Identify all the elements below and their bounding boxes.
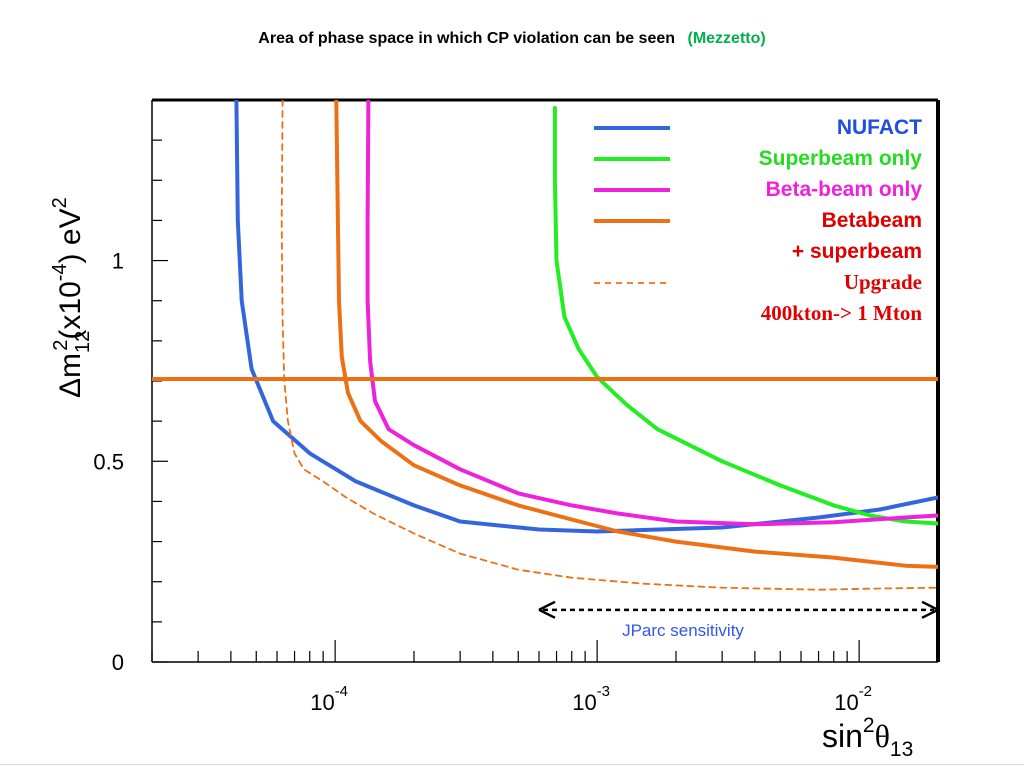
y-tick-label: 1 [112, 249, 124, 274]
y-tick-label: 0.5 [93, 449, 124, 474]
jparc-arrow-left-head [538, 600, 556, 619]
legend-label: Superbeam only [759, 147, 923, 170]
legend-label: NUFACT [837, 116, 922, 139]
series-line [334, 100, 938, 569]
series-line [365, 100, 938, 527]
jparc-arrow-right-head [921, 600, 939, 619]
series-line [234, 100, 938, 534]
legend-label: + superbeam [792, 240, 922, 263]
legend-label: Upgrade [844, 270, 922, 294]
jparc-annotation-label: JParc sensitivity [622, 621, 744, 640]
y-axis-label: Δm122(x10-4) eV2 [49, 197, 94, 398]
page-title: Area of phase space in which CP violatio… [0, 30, 1024, 48]
y-tick-label: 0 [112, 650, 124, 675]
series-line [552, 106, 938, 526]
legend-label: Betabeam [822, 209, 922, 232]
footer-divider [0, 764, 1024, 765]
legend-label: 400kton-> 1 Mton [761, 301, 923, 325]
x-tick-label: 10-2 [834, 683, 872, 715]
x-axis-label: sin2θ13 [822, 714, 913, 761]
x-tick-label: 10-4 [310, 683, 348, 715]
legend-label: Beta-beam only [766, 178, 923, 201]
x-tick-label: 10-3 [572, 683, 610, 715]
title-credit: (Mezzetto) [687, 30, 766, 47]
title-main: Area of phase space in which CP violatio… [258, 30, 676, 47]
